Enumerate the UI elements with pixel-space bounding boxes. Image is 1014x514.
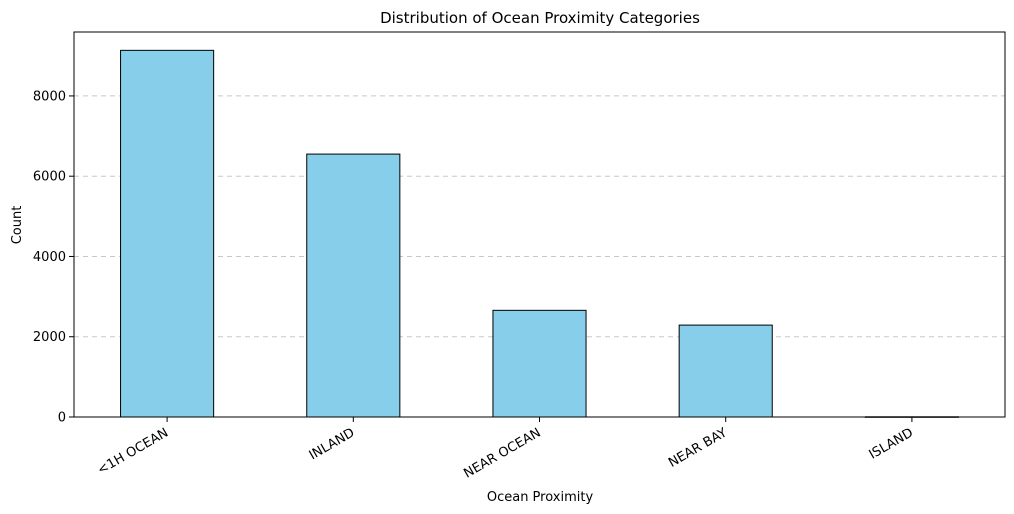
- bars: [120, 49, 959, 418]
- chart-title: Distribution of Ocean Proximity Categori…: [380, 9, 700, 27]
- y-tick-label: 2000: [33, 330, 66, 345]
- x-tick-label: NEAR OCEAN: [461, 425, 543, 481]
- y-axis-ticks: 0 2000 4000 6000 8000: [33, 89, 74, 426]
- bar: [678, 324, 773, 418]
- x-tick-label: <1H OCEAN: [95, 425, 171, 478]
- y-tick-label: 6000: [33, 170, 66, 185]
- bar: [492, 309, 587, 418]
- y-tick-label: 8000: [33, 89, 66, 104]
- bar: [306, 153, 401, 418]
- bar: [120, 49, 215, 418]
- y-tick-label: 4000: [33, 250, 66, 265]
- y-axis-label: Count: [10, 206, 25, 245]
- x-tick-label: INLAND: [307, 425, 358, 463]
- x-axis-ticks: <1H OCEAN INLAND NEAR OCEAN NEAR BAY ISLAND: [95, 417, 916, 482]
- x-axis-label: Ocean Proximity: [487, 490, 594, 505]
- y-tick-label: 0: [58, 411, 66, 426]
- x-tick-label: NEAR BAY: [666, 425, 730, 470]
- y-gridlines: [74, 95, 1005, 338]
- x-tick-label: ISLAND: [867, 425, 916, 462]
